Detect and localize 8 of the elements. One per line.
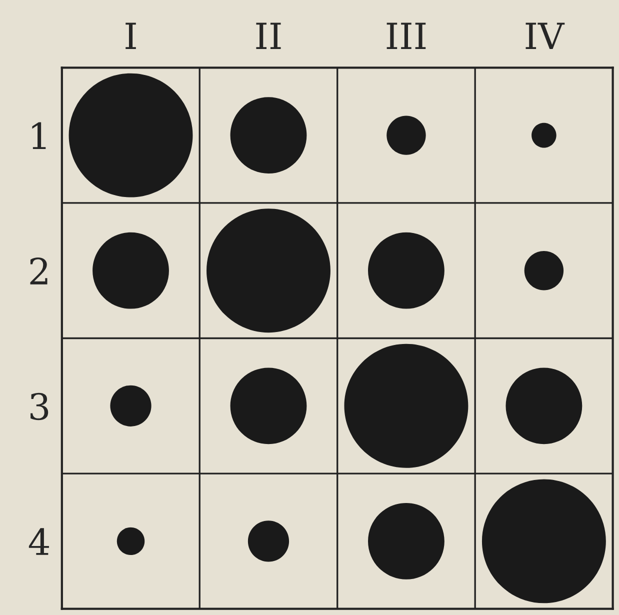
y-tick-label: 2 — [30, 258, 48, 284]
x-tick-label: III — [386, 22, 426, 50]
y-tick-label: 4 — [28, 528, 49, 555]
x-tick-label: II — [256, 22, 281, 50]
x-tick-label: I — [126, 22, 136, 50]
x-tick-label: IV — [526, 22, 565, 50]
y-tick-label: 1 — [32, 122, 46, 150]
y-tick-label: 3 — [30, 392, 48, 420]
